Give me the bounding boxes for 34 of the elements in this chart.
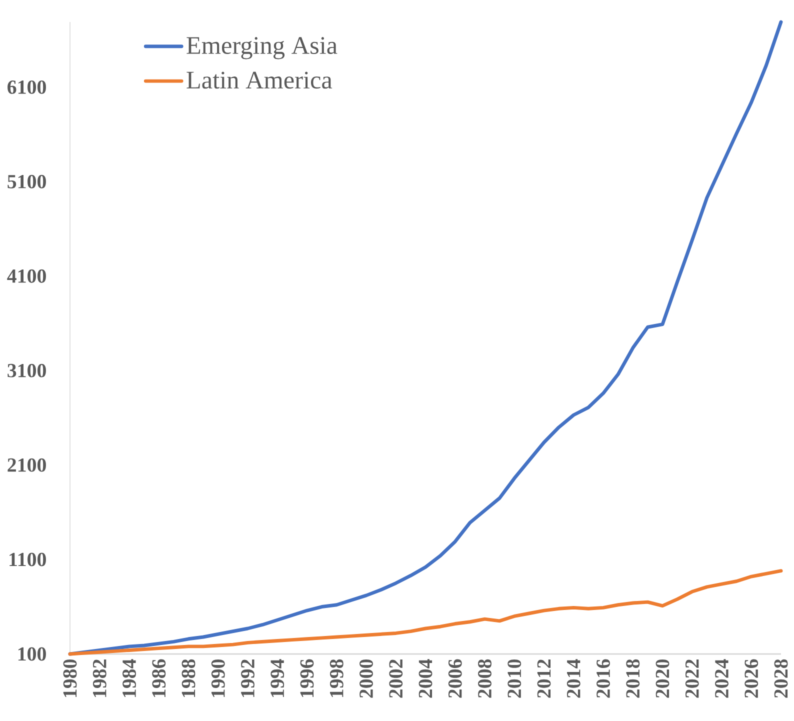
legend-label: Emerging Asia [186,37,338,60]
y-tick-label: 4100 [7,269,46,283]
x-tick-label: 1992 [241,660,254,697]
y-tick-label: 3100 [8,364,46,378]
x-tick-label: 1988 [182,659,196,697]
x-tick-label: 2004 [418,659,432,698]
x-tick-label: 1984 [122,659,136,697]
x-tick-label: 2006 [448,659,462,698]
x-tick-label: 2008 [478,659,492,698]
x-tick-label: 2000 [360,659,373,698]
x-tick-label: 1998 [330,659,344,697]
x-tick-label: 2028 [774,659,788,698]
x-tick-label: 1986 [152,659,166,697]
y-tick-label: 6100 [8,80,46,94]
x-tick-label: 2024 [715,659,728,698]
x-tick-label: 2014 [566,659,580,698]
y-tick-label: 100 [18,647,46,661]
x-tick-label: 1980 [63,659,77,697]
x-tick-label: 2010 [508,659,522,698]
x-tick-label: 1996 [300,659,314,697]
x-tick-label: 2012 [537,660,551,698]
x-tick-label: 2018 [626,659,640,698]
x-tick-label: 2020 [656,659,670,698]
x-tick-label: 2026 [744,659,758,698]
y-tick-label: 5100 [8,174,46,188]
y-tick-label: 2100 [8,458,46,472]
x-tick-label: 2002 [389,660,403,698]
x-tick-label: 2016 [596,659,610,698]
x-tick-label: 1982 [92,660,106,697]
x-tick-label: 2022 [685,660,699,698]
x-tick-label: 1994 [270,659,284,697]
x-tick-label: 1990 [211,659,225,697]
legend-label: Latin America [186,72,332,89]
y-tick-label: 1100 [10,552,46,566]
